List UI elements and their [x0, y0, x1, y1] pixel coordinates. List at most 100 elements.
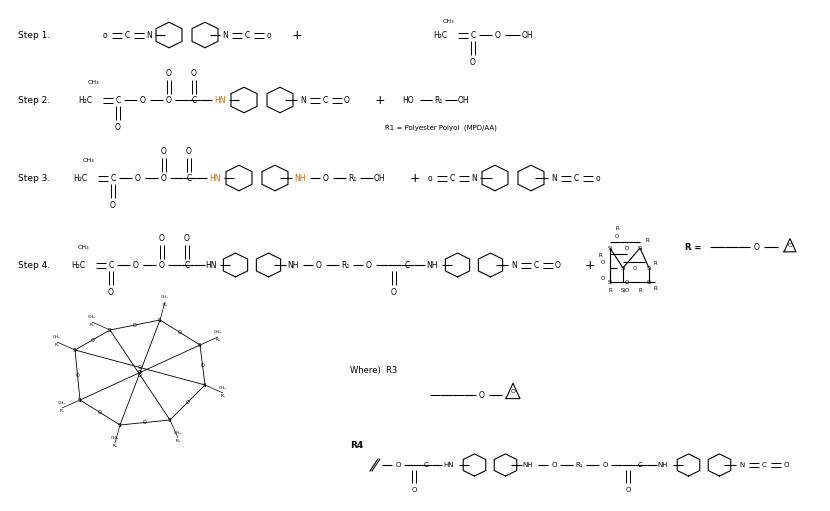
Text: O: O [140, 96, 146, 105]
Text: N: N [222, 31, 228, 39]
Text: O: O [615, 234, 619, 239]
Text: CH₃: CH₃ [161, 295, 169, 299]
Text: R1 = Polyester Polyol  (MPD/AA): R1 = Polyester Polyol (MPD/AA) [385, 125, 497, 131]
Text: N: N [471, 174, 477, 182]
Text: N: N [146, 31, 152, 39]
Text: R: R [638, 288, 642, 292]
Text: Where)  R3: Where) R3 [350, 365, 398, 375]
Text: NH: NH [657, 462, 668, 468]
Text: Si: Si [608, 280, 613, 285]
Text: NH: NH [427, 261, 437, 269]
Text: O: O [625, 280, 629, 285]
Text: R: R [615, 225, 619, 230]
Text: O: O [178, 330, 182, 335]
Text: R₁: R₁ [348, 174, 356, 182]
Text: O: O [754, 243, 760, 251]
Text: O: O [184, 234, 190, 243]
Text: R₃: R₃ [216, 338, 221, 342]
Text: O: O [625, 288, 629, 292]
Text: O: O [601, 275, 605, 281]
Text: O: O [138, 370, 142, 375]
Text: O: O [186, 400, 189, 405]
Text: Si: Si [73, 347, 77, 353]
Text: R: R [608, 288, 612, 292]
Text: CH₃: CH₃ [219, 386, 227, 390]
Text: C: C [187, 174, 192, 182]
Text: O: O [601, 260, 605, 265]
Text: Si: Si [621, 288, 626, 292]
Text: C: C [762, 462, 766, 468]
Text: O: O [479, 390, 485, 400]
Text: C: C [184, 261, 189, 269]
Text: O: O [161, 174, 167, 182]
Text: OH: OH [374, 174, 385, 182]
Text: o: o [103, 31, 107, 39]
Text: R₃: R₃ [90, 323, 95, 327]
Text: O: O [625, 245, 629, 250]
Text: H₂C: H₂C [71, 261, 85, 269]
Text: Si: Si [203, 383, 208, 387]
Text: O: O [159, 261, 165, 269]
Text: o: o [596, 174, 600, 182]
Text: O: O [135, 174, 141, 182]
Text: O: O [625, 487, 631, 493]
Text: CH₃: CH₃ [111, 436, 119, 440]
Text: CH₃: CH₃ [58, 401, 66, 405]
Text: o: o [266, 31, 271, 39]
Text: Si: Si [78, 398, 82, 403]
Text: O: O [166, 96, 172, 105]
Text: O: O [115, 123, 121, 131]
Text: CH₃: CH₃ [77, 244, 89, 249]
Text: Step 1.: Step 1. [18, 31, 51, 39]
Text: HN: HN [209, 174, 221, 182]
Text: HN: HN [205, 261, 217, 269]
Text: O: O [323, 174, 329, 182]
Text: O: O [784, 462, 788, 468]
Text: C: C [192, 96, 197, 105]
Text: O: O [138, 365, 142, 370]
Text: C: C [449, 174, 455, 182]
Text: N: N [511, 261, 517, 269]
Text: C: C [574, 174, 579, 182]
Text: O: O [395, 462, 401, 468]
Text: NH: NH [287, 261, 299, 269]
Text: CH₃: CH₃ [442, 18, 454, 24]
Text: O: O [166, 68, 172, 78]
Text: O: O [603, 462, 608, 468]
Text: +: + [410, 172, 420, 184]
Text: H₂C: H₂C [433, 31, 447, 39]
Text: +: + [374, 94, 385, 106]
Text: Si: Si [608, 245, 613, 250]
Text: +: + [584, 259, 595, 271]
Text: O: O [366, 261, 372, 269]
Text: NH: NH [295, 174, 305, 182]
Text: O: O [555, 261, 561, 269]
Text: N: N [740, 462, 745, 468]
Text: R: R [653, 261, 657, 266]
Text: H₂C: H₂C [73, 174, 87, 182]
Text: CH₃: CH₃ [174, 431, 182, 435]
Text: Si: Si [168, 417, 173, 423]
Text: R₄: R₄ [221, 394, 226, 398]
Text: Si: Si [647, 280, 652, 285]
Text: O: O [159, 234, 165, 243]
Text: R: R [653, 286, 657, 290]
Text: R₃: R₃ [176, 439, 180, 443]
Text: O: O [143, 420, 147, 425]
Text: O: O [344, 96, 350, 105]
Text: R₁: R₁ [341, 261, 349, 269]
Text: R =: R = [685, 243, 701, 251]
Text: O: O [90, 337, 95, 342]
Text: Si: Si [637, 245, 642, 250]
Text: N: N [551, 174, 557, 182]
Text: CH₃: CH₃ [214, 330, 222, 334]
Text: R: R [598, 252, 602, 258]
Text: R₄: R₄ [163, 303, 168, 307]
Text: O: O [108, 288, 114, 296]
Text: Step 2.: Step 2. [18, 96, 50, 105]
Text: O: O [76, 373, 80, 378]
Text: CH₃: CH₃ [53, 335, 61, 339]
Text: C: C [534, 261, 539, 269]
Text: C: C [115, 96, 120, 105]
Text: O: O [161, 147, 167, 155]
